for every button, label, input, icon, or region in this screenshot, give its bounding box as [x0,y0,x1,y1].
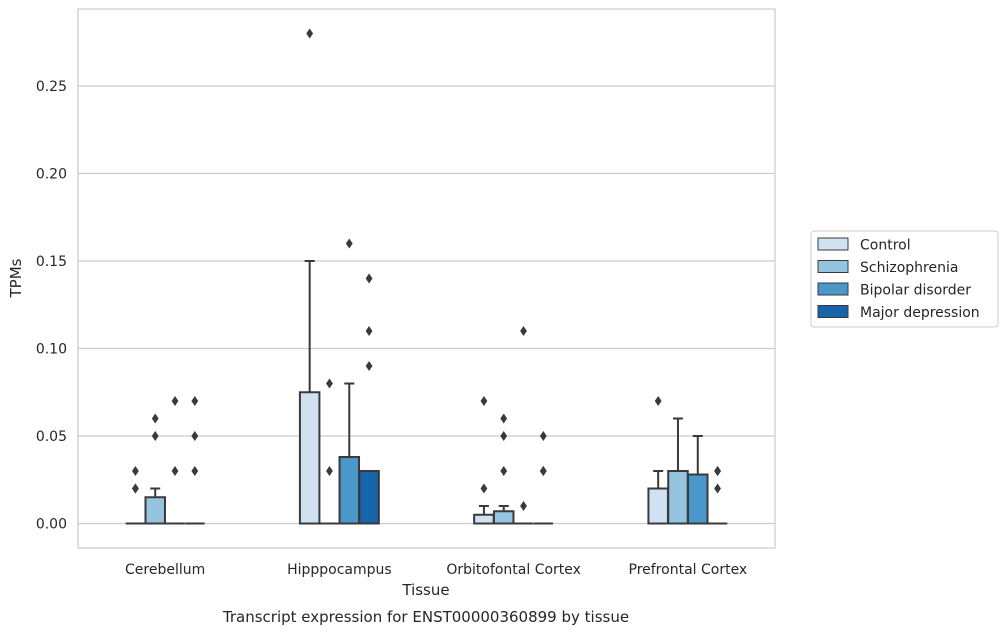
y-tick-label: 0.05 [36,429,67,445]
outlier-point [480,483,488,494]
legend-swatch [817,305,849,318]
legend-swatch [817,237,849,251]
box-body [473,513,495,525]
outlier-point [520,501,527,511]
outlier-point [132,466,139,476]
outlier-point [365,273,373,284]
y-tick-label: 0.10 [36,342,67,358]
outlier-point [345,238,353,249]
outlier-point [191,431,199,441]
legend-swatch [817,260,849,273]
outlier-point [480,396,488,406]
box-schizophrenia [144,413,166,525]
outlier-point [171,396,179,406]
y-axis-title: TPMs [7,258,25,298]
outlier-point [500,466,508,476]
x-tick-label: Orbitofontal Cortex [446,562,581,578]
boxes-layer [125,28,728,525]
legend-swatch [817,282,849,296]
outlier-point [306,28,314,39]
box-major-depression [358,273,380,525]
outlier-point [654,396,662,406]
outlier-point [326,378,333,389]
x-tick-label: Prefrontal Cortex [629,562,748,578]
outlier-point [500,413,508,424]
box-body [338,456,361,525]
x-tick-label: Cerebellum [125,562,205,578]
box-major-depression [185,396,205,525]
box-major-depression [533,431,554,525]
outlier-point [326,466,333,476]
outlier-point [365,361,373,371]
box-bipolar-disorder [687,435,709,525]
outlier-point [714,483,721,494]
outlier-point [714,466,721,476]
box-control [647,396,669,525]
legend-label: Control [860,238,911,254]
box-body [358,470,380,525]
outlier-point [539,466,547,476]
outlier-point [151,413,159,424]
legend-label: Major depression [860,305,980,321]
y-tick-label: 0.15 [36,254,67,270]
legend-label: Bipolar disorder [860,283,971,299]
legend: Control Schizophrenia Bipolar disorder Majo… [810,230,999,328]
outlier-point [191,466,199,476]
outlier-point [365,326,373,336]
legend-label: Schizophrenia [860,260,958,276]
outlier-point [500,431,508,441]
chart-caption: Transcript expression for ENST0000036089… [222,608,629,626]
x-tick-labels: Cerebellum Hipppocampus Orbitofontal Corte… [125,562,747,578]
box-control [298,28,321,525]
box-major-depression [707,466,728,525]
plot-frame [77,8,776,549]
x-tick-label: Hipppocampus [287,562,392,578]
box-body [687,473,709,525]
y-tick-label: 0.25 [36,79,67,95]
y-tick-label: 0.00 [36,517,67,533]
box-bipolar-disorder [513,326,534,525]
box-body [667,470,689,525]
outlier-point [191,396,199,406]
x-axis-title: Tissue [401,581,449,599]
outlier-point [171,466,179,476]
box-schizophrenia [319,378,340,525]
box-bipolar-disorder [165,396,185,525]
outlier-point [151,431,159,441]
box-control [125,466,146,525]
box-body [492,510,515,525]
box-body [298,391,321,525]
box-control [473,396,495,525]
box-body [144,496,166,525]
legend-frame [810,230,999,328]
y-tick-labels: 0.00 0.05 0.10 0.15 0.20 0.25 [36,79,67,533]
outlier-point [132,483,139,494]
outlier-point [539,431,547,441]
y-tick-label: 0.20 [36,167,67,183]
box-schizophrenia [667,417,689,525]
box-schizophrenia [492,413,515,525]
box-body [647,487,669,525]
outlier-point [520,326,527,336]
plot-area [78,9,775,548]
